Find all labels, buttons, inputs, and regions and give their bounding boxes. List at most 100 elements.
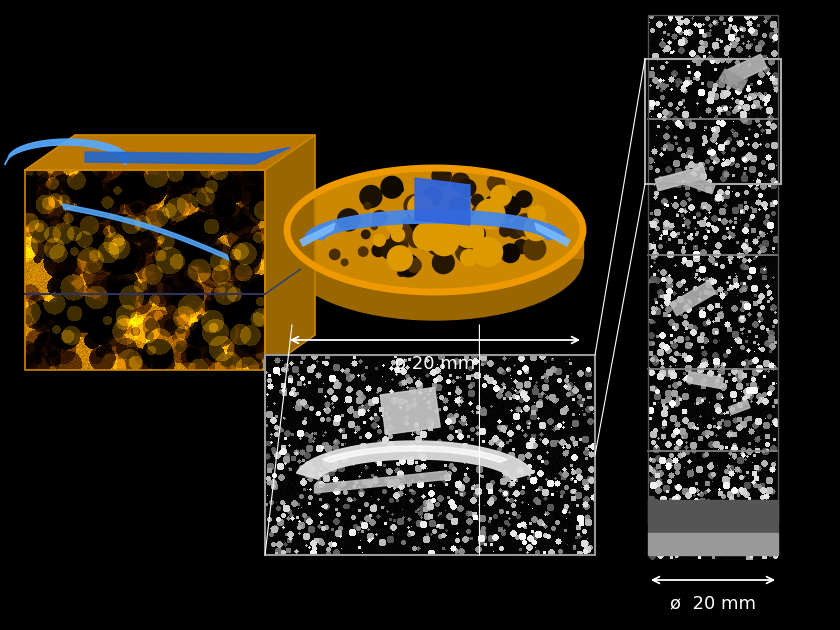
Circle shape — [407, 258, 421, 272]
Polygon shape — [728, 400, 750, 415]
Polygon shape — [305, 210, 564, 240]
Polygon shape — [25, 135, 315, 170]
Circle shape — [409, 208, 423, 222]
Circle shape — [400, 217, 420, 237]
Polygon shape — [323, 446, 507, 462]
Circle shape — [387, 246, 412, 271]
Circle shape — [434, 218, 462, 246]
Circle shape — [413, 222, 441, 251]
Circle shape — [341, 259, 348, 266]
Polygon shape — [724, 54, 767, 85]
Circle shape — [508, 223, 523, 238]
Polygon shape — [265, 135, 315, 370]
Circle shape — [428, 219, 449, 240]
Circle shape — [419, 240, 430, 250]
Circle shape — [431, 222, 445, 237]
Circle shape — [528, 205, 545, 223]
Circle shape — [460, 249, 477, 266]
Circle shape — [475, 199, 505, 229]
Circle shape — [386, 217, 402, 233]
Circle shape — [396, 220, 407, 232]
Circle shape — [364, 202, 371, 209]
Circle shape — [372, 210, 387, 225]
Circle shape — [425, 221, 442, 238]
Bar — [645, 59, 781, 184]
Polygon shape — [381, 387, 440, 435]
Circle shape — [472, 215, 485, 227]
Circle shape — [360, 185, 382, 207]
Circle shape — [497, 216, 510, 228]
Circle shape — [439, 228, 449, 237]
Polygon shape — [62, 204, 229, 260]
Text: ø  20 mm: ø 20 mm — [670, 594, 756, 612]
Circle shape — [381, 239, 401, 260]
Circle shape — [432, 227, 442, 238]
Circle shape — [492, 192, 501, 200]
Circle shape — [390, 233, 400, 243]
Circle shape — [493, 193, 508, 209]
Circle shape — [390, 251, 408, 269]
Circle shape — [459, 226, 477, 244]
Circle shape — [458, 220, 466, 228]
Circle shape — [412, 223, 429, 241]
Circle shape — [516, 191, 532, 207]
Bar — [265, 355, 595, 555]
Circle shape — [498, 196, 520, 218]
Circle shape — [451, 173, 470, 191]
Circle shape — [465, 224, 486, 244]
Circle shape — [361, 230, 370, 239]
Bar — [648, 500, 778, 533]
Circle shape — [430, 232, 438, 240]
Ellipse shape — [287, 196, 583, 320]
Circle shape — [514, 214, 536, 236]
Circle shape — [524, 217, 549, 241]
Circle shape — [381, 176, 402, 198]
Polygon shape — [415, 178, 470, 225]
Circle shape — [396, 225, 412, 241]
Polygon shape — [85, 147, 290, 164]
Circle shape — [513, 219, 523, 229]
Circle shape — [459, 211, 465, 217]
Circle shape — [465, 247, 471, 253]
Circle shape — [329, 249, 340, 260]
Text: ø 20 mm: ø 20 mm — [395, 354, 475, 372]
Circle shape — [428, 235, 447, 255]
Circle shape — [407, 217, 431, 240]
Circle shape — [396, 255, 419, 277]
Polygon shape — [5, 139, 128, 165]
Circle shape — [487, 175, 505, 192]
Circle shape — [460, 243, 467, 249]
Circle shape — [371, 224, 377, 229]
Circle shape — [436, 220, 456, 240]
Circle shape — [469, 233, 485, 249]
Circle shape — [404, 195, 427, 217]
Circle shape — [433, 252, 454, 273]
Circle shape — [455, 208, 466, 219]
Polygon shape — [669, 281, 716, 316]
Circle shape — [387, 235, 408, 255]
Bar — [648, 15, 778, 522]
Polygon shape — [684, 174, 715, 194]
Circle shape — [455, 239, 479, 263]
Circle shape — [372, 244, 385, 256]
Polygon shape — [719, 69, 747, 92]
Circle shape — [453, 212, 463, 222]
Circle shape — [446, 209, 454, 217]
Circle shape — [373, 234, 386, 246]
Circle shape — [443, 217, 454, 228]
Circle shape — [432, 230, 442, 240]
Circle shape — [472, 203, 492, 224]
Circle shape — [359, 247, 368, 256]
Circle shape — [454, 219, 484, 248]
Circle shape — [491, 185, 512, 206]
Circle shape — [445, 210, 462, 226]
Polygon shape — [687, 372, 723, 389]
Bar — [648, 533, 778, 554]
Circle shape — [423, 186, 442, 206]
Circle shape — [409, 209, 433, 232]
Circle shape — [459, 180, 475, 197]
Circle shape — [443, 231, 456, 244]
Circle shape — [432, 166, 451, 185]
Polygon shape — [655, 166, 706, 191]
Circle shape — [407, 258, 412, 263]
